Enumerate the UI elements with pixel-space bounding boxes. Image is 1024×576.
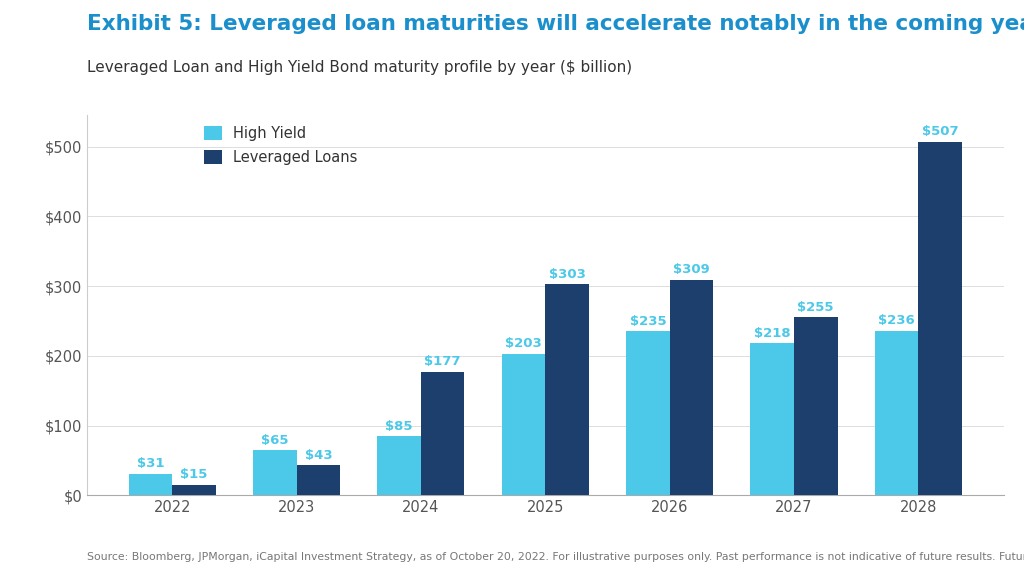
Text: $43: $43 [304,449,332,462]
Text: $177: $177 [424,355,461,369]
Bar [297,465,340,495]
Bar [874,331,919,495]
Legend: High Yield, Leveraged Loans: High Yield, Leveraged Loans [205,126,357,165]
Bar [502,354,546,495]
Text: $65: $65 [261,434,289,446]
Bar [253,450,297,495]
Text: $309: $309 [673,263,710,276]
Bar [129,473,172,495]
Bar [172,485,216,495]
Text: $255: $255 [798,301,834,314]
Text: $31: $31 [137,457,164,470]
Text: $303: $303 [549,267,586,281]
Text: $85: $85 [385,419,413,433]
Text: $507: $507 [922,125,958,138]
Text: Leveraged Loan and High Yield Bond maturity profile by year ($ billion): Leveraged Loan and High Yield Bond matur… [87,60,632,75]
Bar [378,436,421,495]
Text: $218: $218 [754,327,791,340]
Bar [919,142,962,495]
Bar [670,280,713,495]
Bar [626,331,670,495]
Bar [751,343,794,495]
Text: $236: $236 [879,314,915,327]
Bar [546,284,589,495]
Bar [421,372,465,495]
Bar [794,317,838,495]
Text: $235: $235 [630,315,667,328]
Text: $203: $203 [505,338,542,350]
Text: $15: $15 [180,468,208,482]
Text: Exhibit 5: Leveraged loan maturities will accelerate notably in the coming years: Exhibit 5: Leveraged loan maturities wil… [87,14,1024,35]
Text: Source: Bloomberg, JPMorgan, iCapital Investment Strategy, as of October 20, 202: Source: Bloomberg, JPMorgan, iCapital In… [87,552,1024,562]
